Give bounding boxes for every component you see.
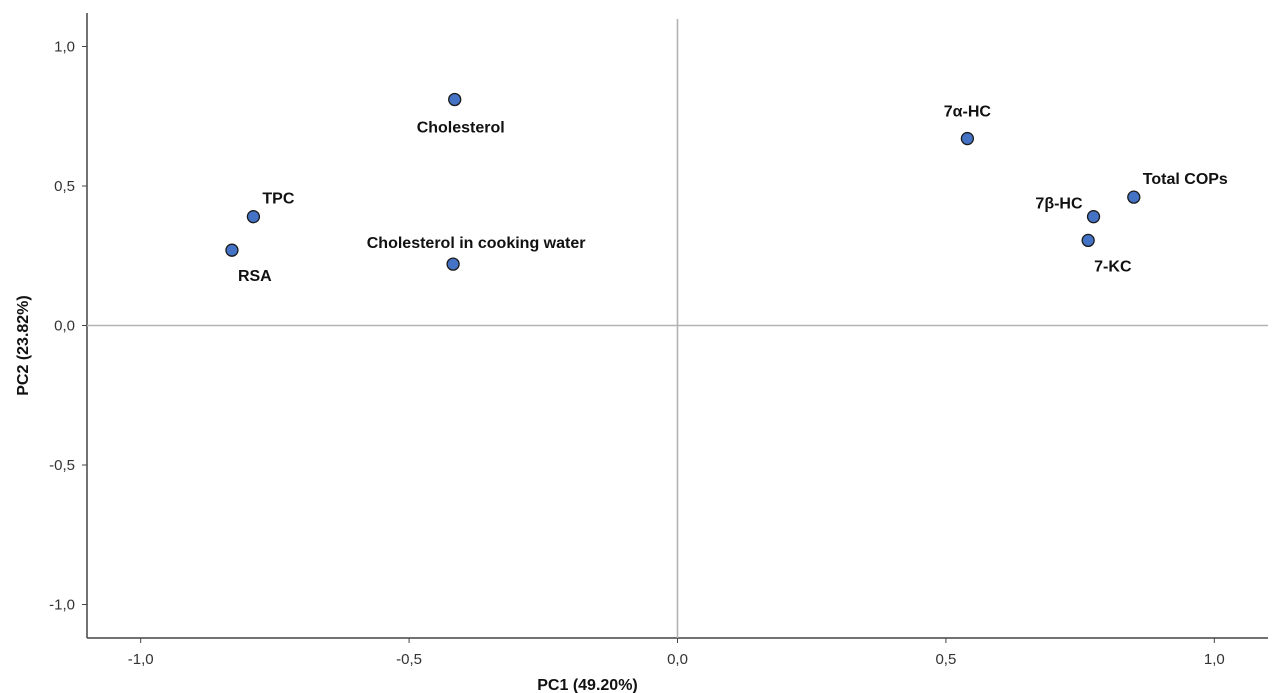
y-tick-label: 0,0 [54, 318, 75, 335]
data-points [225, 92, 1141, 271]
point-label: 7-KC [1094, 258, 1132, 275]
tick-labels: -1,0 -0,5 0,0 0,5 1,0 -1,0 -0,5 0,0 0,5 1,0 [49, 38, 1225, 668]
point-label: Cholesterol [417, 119, 505, 136]
data-point [448, 92, 462, 107]
y-tick-label: 1,0 [54, 38, 75, 55]
data-point [1127, 190, 1141, 204]
data-point [225, 243, 239, 257]
data-point [960, 131, 975, 146]
data-point [246, 210, 261, 224]
point-label: TPC [262, 191, 294, 208]
data-point [1086, 210, 1101, 224]
point-label: Total COPs [1143, 171, 1228, 188]
x-tick-label: 0,5 [935, 651, 956, 668]
point-label: Cholesterol in cooking water [367, 235, 586, 252]
point-label: 7β-HC [1035, 196, 1083, 213]
x-tick-label: 0,0 [667, 651, 688, 668]
y-tick-label: -0,5 [49, 457, 75, 474]
reference-lines [87, 19, 1268, 638]
point-labels: TPC RSA Cholesterol Cholesterol in cooking … [238, 104, 1228, 286]
x-tick-label: 1,0 [1204, 651, 1225, 668]
point-label: RSA [238, 268, 272, 285]
x-tick-label: -0,5 [396, 651, 422, 668]
x-tick-label: -1,0 [128, 651, 154, 668]
y-tick-label: -1,0 [49, 597, 75, 614]
y-axis-title: PC2 (23.82%) [15, 295, 32, 396]
x-axis-title: PC1 (49.20%) [537, 677, 638, 693]
point-label: 7α-HC [944, 104, 992, 121]
data-point [446, 257, 460, 271]
y-tick-label: 0,5 [54, 178, 75, 195]
data-point [1081, 233, 1095, 248]
